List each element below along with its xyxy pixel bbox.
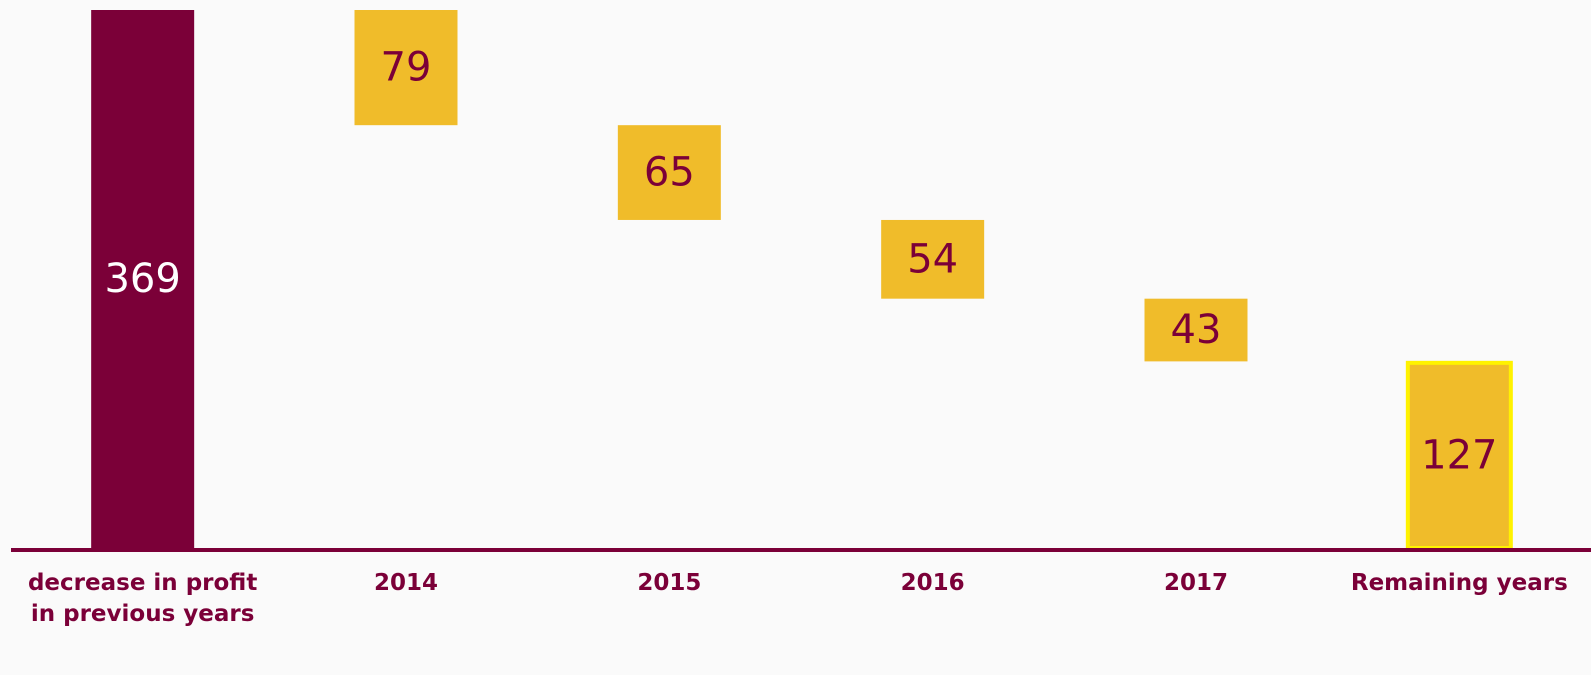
value-label: 369 [104,256,180,302]
category-label: 2015 [539,568,799,599]
value-label: 43 [1171,307,1222,353]
category-label: 2016 [803,568,1063,599]
value-label: 54 [907,236,958,282]
category-label: 2014 [276,568,536,599]
category-label: decrease in profit in previous years [13,568,273,630]
category-label: Remaining years [1329,568,1589,599]
value-label: 79 [381,45,432,91]
value-label: 127 [1421,432,1497,478]
category-label: 2017 [1066,568,1326,599]
chart: 369 79 65 54 43 127 decrease in profit in pre… [0,0,1591,675]
value-label: 65 [644,150,695,196]
